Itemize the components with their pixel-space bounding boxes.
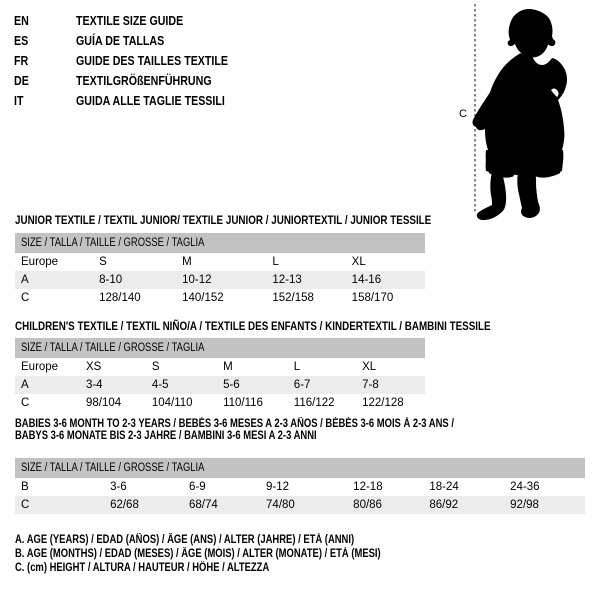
svg-text:C: C (459, 108, 467, 120)
